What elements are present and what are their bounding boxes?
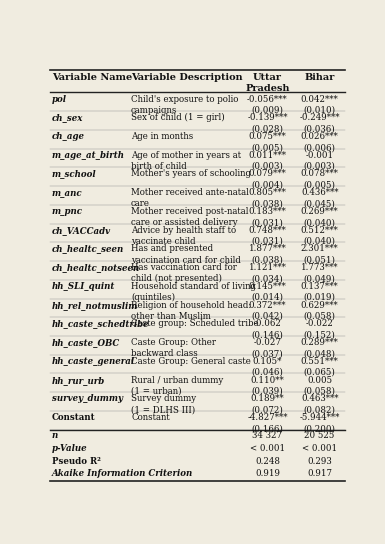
Text: 0.748***
(0.031): 0.748*** (0.031) — [249, 226, 286, 246]
Text: Age in months: Age in months — [131, 132, 193, 141]
Text: hh_caste_schedtribe: hh_caste_schedtribe — [52, 319, 150, 329]
Text: 0.512***
(0.040): 0.512*** (0.040) — [301, 226, 338, 246]
Text: 0.079***
(0.004): 0.079*** (0.004) — [249, 170, 286, 190]
Text: m_school: m_school — [52, 170, 97, 178]
Text: Mother's years of schooling: Mother's years of schooling — [131, 170, 251, 178]
Text: m_age_at_birth: m_age_at_birth — [52, 151, 125, 160]
Text: 1.877***
(0.038): 1.877*** (0.038) — [249, 244, 286, 264]
Text: 0.183***
(0.031): 0.183*** (0.031) — [249, 207, 286, 227]
Text: -0.022
(0.152): -0.022 (0.152) — [304, 319, 336, 339]
Text: Caste Group: General caste: Caste Group: General caste — [131, 357, 251, 366]
Text: n: n — [52, 431, 58, 440]
Text: m_pnc: m_pnc — [52, 207, 83, 216]
Text: Akaike Information Criterion: Akaike Information Criterion — [52, 469, 193, 478]
Text: -0.062
(0.146): -0.062 (0.146) — [251, 319, 283, 339]
Text: 0.110**
(0.039): 0.110** (0.039) — [251, 375, 284, 395]
Text: 0.805***
(0.038): 0.805*** (0.038) — [248, 188, 286, 208]
Text: Age of mother in years at
birth of child: Age of mother in years at birth of child — [131, 151, 241, 171]
Text: hh_rel_notmuslim: hh_rel_notmuslim — [52, 301, 138, 310]
Text: Mother received ante-natal
care: Mother received ante-natal care — [131, 188, 249, 208]
Text: ch_healtc_seen: ch_healtc_seen — [52, 244, 124, 254]
Text: p-Value: p-Value — [52, 444, 88, 453]
Text: 0.289***
(0.048): 0.289*** (0.048) — [301, 338, 338, 358]
Text: 0.269***
(0.040): 0.269*** (0.040) — [301, 207, 338, 227]
Text: Advice by health staff to
vaccinate child: Advice by health staff to vaccinate chil… — [131, 226, 236, 246]
Text: ch_healtc_notseen: ch_healtc_notseen — [52, 263, 140, 272]
Text: Uttar
Pradesh: Uttar Pradesh — [245, 73, 290, 93]
Text: 0.293: 0.293 — [307, 456, 332, 466]
Text: -0.139***
(0.028): -0.139*** (0.028) — [247, 113, 288, 133]
Text: 0.551***
(0.065): 0.551*** (0.065) — [301, 357, 338, 377]
Text: survey_dummy: survey_dummy — [52, 394, 123, 403]
Text: Constant: Constant — [52, 413, 95, 422]
Text: < 0.001: < 0.001 — [302, 444, 337, 453]
Text: Caste Group: Other
backward class: Caste Group: Other backward class — [131, 338, 216, 358]
Text: 0.042***
(0.010): 0.042*** (0.010) — [301, 95, 338, 115]
Text: 0.137***
(0.019): 0.137*** (0.019) — [301, 282, 338, 302]
Text: 0.463***
(0.082): 0.463*** (0.082) — [301, 394, 338, 415]
Text: hh_caste_general: hh_caste_general — [52, 357, 135, 366]
Text: hh_SLI_quint: hh_SLI_quint — [52, 282, 116, 291]
Text: Constant: Constant — [131, 413, 170, 422]
Text: -0.027
(0.037): -0.027 (0.037) — [251, 338, 283, 358]
Text: 20 525: 20 525 — [305, 431, 335, 440]
Text: Bihar: Bihar — [305, 73, 335, 82]
Text: < 0.001: < 0.001 — [250, 444, 285, 453]
Text: -0.249***
(0.036): -0.249*** (0.036) — [300, 113, 340, 133]
Text: ch_sex: ch_sex — [52, 113, 84, 122]
Text: hh_rur_urb: hh_rur_urb — [52, 375, 105, 385]
Text: 0.075***
(0.005): 0.075*** (0.005) — [249, 132, 286, 152]
Text: 0.629***
(0.058): 0.629*** (0.058) — [301, 301, 338, 321]
Text: -0.056***
(0.009): -0.056*** (0.009) — [247, 95, 288, 115]
Text: 0.005
(0.058): 0.005 (0.058) — [304, 375, 336, 395]
Text: 1.773***
(0.049): 1.773*** (0.049) — [301, 263, 338, 283]
Text: Sex of child (1 = girl): Sex of child (1 = girl) — [131, 113, 225, 122]
Text: Rural / urban dummy
(1 = urban): Rural / urban dummy (1 = urban) — [131, 375, 223, 395]
Text: Survey dummy
(1 = DLHS III): Survey dummy (1 = DLHS III) — [131, 394, 196, 415]
Text: -5.944***
(0.200): -5.944*** (0.200) — [300, 413, 340, 433]
Text: 0.248: 0.248 — [255, 456, 280, 466]
Text: Variable Description: Variable Description — [131, 73, 243, 82]
Text: -0.001
(0.003): -0.001 (0.003) — [304, 151, 336, 171]
Text: Mother received post-natal
care or assisted delivery: Mother received post-natal care or assis… — [131, 207, 249, 227]
Text: 1.121***
(0.034): 1.121*** (0.034) — [248, 263, 286, 283]
Text: 0.011***
(0.003): 0.011*** (0.003) — [248, 151, 286, 171]
Text: 0.145***
(0.014): 0.145*** (0.014) — [249, 282, 286, 302]
Text: hh_caste_OBC: hh_caste_OBC — [52, 338, 120, 347]
Text: Has and presented
vaccination card for child: Has and presented vaccination card for c… — [131, 244, 241, 264]
Text: 0.189**
(0.072): 0.189** (0.072) — [251, 394, 284, 415]
Text: -4.827***
(0.166): -4.827*** (0.166) — [247, 413, 288, 433]
Text: Has vaccination card for
child (not presented): Has vaccination card for child (not pres… — [131, 263, 237, 283]
Text: 34 327: 34 327 — [253, 431, 283, 440]
Text: Variable Name: Variable Name — [52, 73, 132, 82]
Text: pol: pol — [52, 95, 67, 103]
Text: 0.105*
(0.046): 0.105* (0.046) — [251, 357, 283, 377]
Text: 2.301***
(0.051): 2.301*** (0.051) — [301, 244, 338, 264]
Text: Child's exposure to polio
campaigns: Child's exposure to polio campaigns — [131, 95, 238, 115]
Text: 0.917: 0.917 — [307, 469, 332, 478]
Text: Pseudo R²: Pseudo R² — [52, 456, 101, 466]
Text: ch_age: ch_age — [52, 132, 85, 141]
Text: 0.436***
(0.045): 0.436*** (0.045) — [301, 188, 338, 208]
Text: Religion of household head:
other than Muslim: Religion of household head: other than M… — [131, 301, 251, 321]
Text: 0.026***
(0.006): 0.026*** (0.006) — [301, 132, 338, 152]
Text: 0.919: 0.919 — [255, 469, 280, 478]
Text: Caste group: Scheduled tribe: Caste group: Scheduled tribe — [131, 319, 259, 329]
Text: 0.372***
(0.042): 0.372*** (0.042) — [249, 301, 286, 321]
Text: Household standard of living
(quintiles): Household standard of living (quintiles) — [131, 282, 256, 302]
Text: ch_VACCadv: ch_VACCadv — [52, 226, 111, 234]
Text: 0.078***
(0.005): 0.078*** (0.005) — [301, 170, 338, 190]
Text: m_anc: m_anc — [52, 188, 83, 197]
